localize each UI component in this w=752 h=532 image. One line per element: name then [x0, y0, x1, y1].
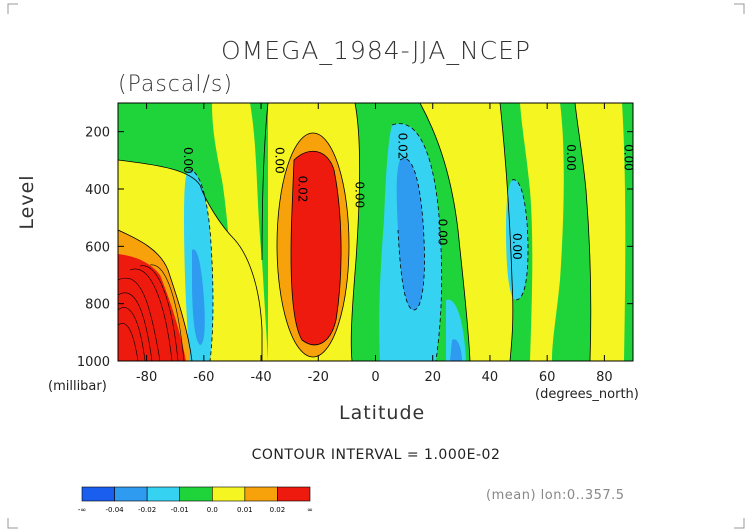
negative-contours	[187, 123, 529, 361]
y-ticks: 200 400 600 800 1000	[77, 126, 633, 370]
chart-units: (Pascal/s)	[118, 72, 233, 97]
x-axis-label: Latitude	[339, 402, 426, 424]
plot-field	[118, 103, 633, 361]
x-tick-label: 60	[539, 370, 556, 385]
y-axis-label: Level	[16, 174, 38, 230]
x-tick-label: -20	[308, 370, 329, 385]
field-yellow-e3	[575, 103, 626, 361]
contour-label: 0.00	[352, 181, 366, 208]
x-axis-unit: (degrees_north)	[535, 387, 639, 402]
colorbar-label: ∞	[307, 506, 313, 514]
field-yellow-e2	[520, 103, 564, 361]
contour-interval: CONTOUR INTERVAL = 1.000E-02	[251, 447, 501, 463]
x-tick-label: 40	[482, 370, 499, 385]
colorbar-label: -0.02	[138, 506, 156, 514]
contour-label: 0.00	[272, 147, 286, 174]
colorbar-swatch	[277, 486, 311, 502]
x-tick-label: 0	[371, 370, 379, 385]
contour-label: 0.02	[395, 133, 409, 160]
y-tick-label: 800	[85, 298, 110, 313]
contour-label: 0.02	[295, 176, 309, 203]
field-blue-e	[450, 339, 462, 361]
colorbar-swatch	[146, 486, 181, 502]
field-blue-w	[192, 249, 205, 345]
contour-labels: 0.00 0.00 0.02 0.00 0.02 0.00 0.00 0.00 0.00	[181, 133, 636, 260]
colorbar-label: 0.0	[207, 506, 218, 514]
colorbar-swatch	[211, 486, 246, 502]
x-tick-label: 20	[424, 370, 441, 385]
colorbar-label: -0.04	[106, 506, 125, 514]
y-tick-label: 400	[85, 183, 110, 198]
colorbar-label: 0.02	[270, 506, 286, 514]
field-yellow-w	[212, 103, 268, 361]
x-tick-label: -80	[136, 370, 157, 385]
y-tick-label: 200	[85, 126, 110, 141]
x-tick-label: -40	[250, 370, 271, 385]
dense-contours-sw	[118, 264, 185, 361]
contour-label: 0.00	[621, 144, 635, 171]
x-tick-label: 80	[596, 370, 613, 385]
colorbar-swatch	[114, 486, 148, 502]
contour-label: 0.00	[564, 144, 578, 171]
field-blue-center	[396, 158, 425, 310]
colorbar: -∞ -0.04 -0.02 -0.01 0.0 0.01 0.02 ∞	[78, 486, 313, 514]
colorbar-swatch	[179, 486, 213, 502]
chart-title: OMEGA_1984-JJA_NCEP	[221, 36, 531, 65]
contour-label: 0.00	[510, 233, 524, 260]
colorbar-swatch	[81, 486, 115, 502]
colorbar-label: 0.01	[237, 506, 253, 514]
colorbar-label: -∞	[78, 506, 86, 514]
contour-label: 0.00	[181, 147, 195, 174]
field-cyan-e	[446, 299, 466, 361]
field-red-sw	[118, 254, 186, 361]
field-red-center	[291, 151, 342, 345]
x-tick-label: -60	[193, 370, 214, 385]
colorbar-swatch	[244, 486, 278, 502]
x-ticks: -80 -60 -40 -20 0 20 40 60 80	[136, 103, 613, 385]
y-axis-unit: (millibar)	[48, 379, 107, 394]
mean-note: (mean) lon:0..357.5	[486, 488, 625, 503]
y-tick-label: 600	[85, 240, 110, 255]
contour-lines	[118, 103, 592, 361]
field-yellow-e1	[420, 103, 513, 361]
y-tick-label: 1000	[77, 355, 110, 370]
contour-label: 0.00	[435, 219, 449, 246]
colorbar-label: -0.01	[171, 506, 189, 514]
